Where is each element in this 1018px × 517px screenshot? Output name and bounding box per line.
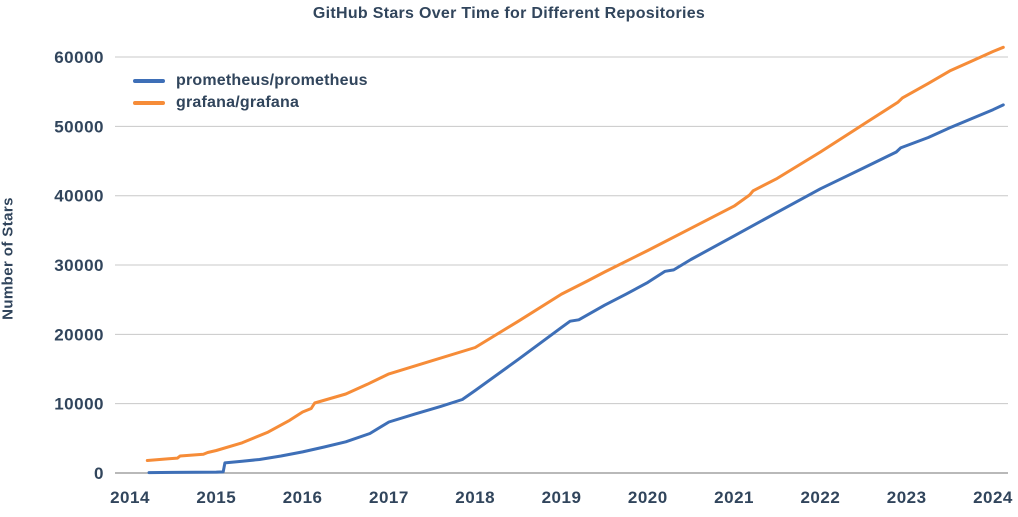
y-tick-label: 20000 xyxy=(54,325,104,344)
x-tick-label: 2022 xyxy=(800,488,840,507)
y-tick-label: 0 xyxy=(94,464,104,483)
y-tick-label: 30000 xyxy=(54,256,104,275)
x-tick-label: 2018 xyxy=(455,488,495,507)
grafana-line xyxy=(145,45,1005,462)
legend-label: prometheus/prometheus xyxy=(176,72,368,89)
y-tick-label: 50000 xyxy=(54,117,104,136)
y-tick-label: 40000 xyxy=(54,187,104,206)
chart-title: GitHub Stars Over Time for Different Rep… xyxy=(312,5,706,22)
legend: prometheus/prometheus grafana/grafana xyxy=(133,72,368,112)
legend-swatch-icon xyxy=(133,79,165,83)
y-tick-label: 60000 xyxy=(54,48,104,67)
y-tick-label: 10000 xyxy=(54,395,104,414)
x-tick-label: 2016 xyxy=(283,488,323,507)
x-tick-label: 2020 xyxy=(628,488,668,507)
x-tick-label: 2019 xyxy=(542,488,582,507)
x-tick-label: 2017 xyxy=(369,488,409,507)
x-tick-label: 2014 xyxy=(110,488,150,507)
legend-swatch-icon xyxy=(133,101,165,105)
legend-item-prometheus: prometheus/prometheus xyxy=(133,72,368,90)
legend-label: grafana/grafana xyxy=(176,94,300,111)
x-tick-label: 2023 xyxy=(887,488,927,507)
prometheus-line xyxy=(147,103,1005,475)
legend-item-grafana: grafana/grafana xyxy=(133,94,368,112)
x-tick-label: 2024 xyxy=(973,488,1013,507)
x-tick-label: 2021 xyxy=(714,488,754,507)
x-tick-label: 2015 xyxy=(196,488,236,507)
